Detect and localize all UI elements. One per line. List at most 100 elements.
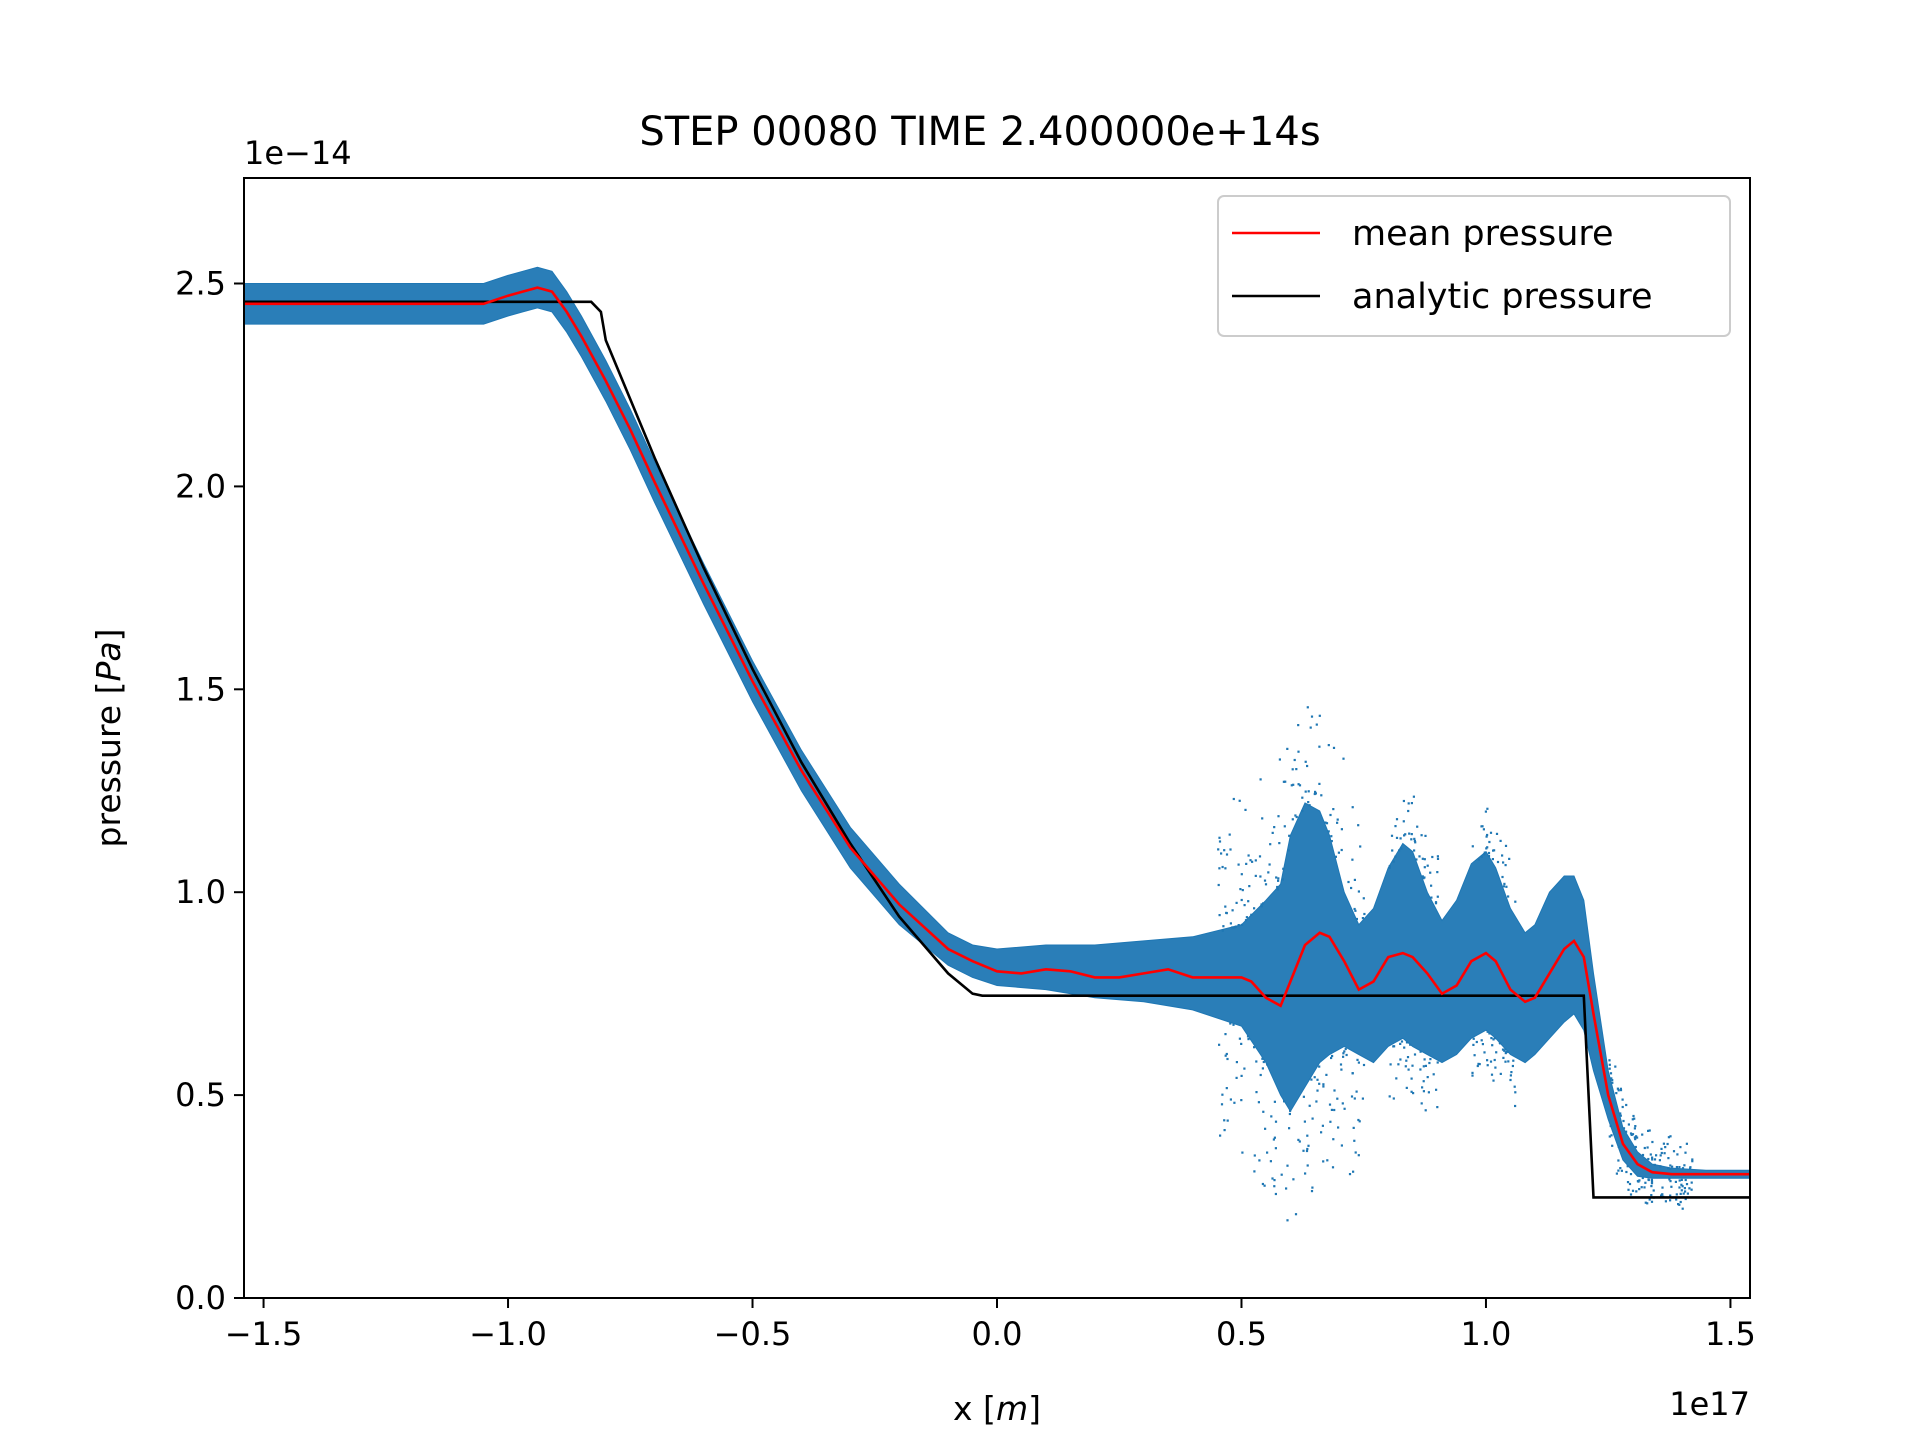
scatter-point [1650, 1200, 1654, 1203]
scatter-point [1626, 1165, 1629, 1168]
scatter-point [1363, 912, 1366, 916]
scatter-point [1243, 1067, 1246, 1070]
scatter-point [1685, 1183, 1689, 1186]
y-axis: 0.0 0.5 1.0 1.5 2.0 2.5 [175, 265, 244, 1317]
x-tick-label: −1.5 [225, 1315, 303, 1353]
scatter-point [1680, 1189, 1683, 1192]
scatter-point [1336, 818, 1339, 821]
scatter-point [1421, 1086, 1424, 1089]
scatter-point [1326, 1159, 1329, 1162]
scatter-point [1298, 1140, 1301, 1143]
scatter-point [1297, 750, 1300, 753]
legend-label-analytic-pressure: analytic pressure [1352, 277, 1653, 317]
scatter-point [1644, 1201, 1647, 1204]
scatter-point [1413, 839, 1416, 842]
scatter-point [1388, 865, 1391, 868]
scatter-point [1487, 851, 1491, 855]
scatter-point [1235, 901, 1238, 904]
scatter-point [1679, 1192, 1682, 1195]
scatter-point [1329, 1120, 1332, 1123]
scatter-point [1487, 854, 1491, 858]
scatter-point [1273, 1185, 1276, 1188]
scatter-point [1488, 1032, 1491, 1035]
scatter-point [1634, 1125, 1637, 1128]
scatter-point [1318, 745, 1321, 748]
scatter-point [1311, 1117, 1314, 1120]
scatter-point [1288, 834, 1291, 837]
scatter-point [1482, 828, 1485, 831]
y-tick-label: 1.0 [175, 873, 226, 911]
scatter-point [1358, 1120, 1361, 1123]
scatter-point [1240, 873, 1243, 876]
scatter-point [1664, 1146, 1667, 1149]
scatter-point [1608, 1059, 1611, 1062]
scatter-point [1225, 911, 1228, 914]
scatter-point [1659, 1165, 1662, 1168]
scatter-point [1283, 1100, 1286, 1103]
scatter-point [1304, 1172, 1307, 1175]
scatter-point [1225, 853, 1229, 856]
scatter-point [1286, 747, 1289, 750]
scatter-point [1678, 1203, 1681, 1206]
scatter-point [1690, 1181, 1693, 1184]
scatter-point [1502, 885, 1506, 888]
scatter-point [1229, 922, 1232, 925]
scatter-point [1486, 1064, 1489, 1067]
scatter-point [1357, 1118, 1360, 1122]
scatter-point [1617, 1089, 1620, 1092]
scatter-point [1240, 1074, 1243, 1077]
scatter-point [1229, 1022, 1232, 1025]
scatter-point [1260, 905, 1263, 908]
scatter-point [1471, 1071, 1474, 1074]
scatter-point [1412, 795, 1415, 798]
scatter-point [1253, 1154, 1256, 1157]
scatter-point [1254, 874, 1257, 877]
scatter-point [1388, 1095, 1391, 1098]
scatter-point [1422, 1090, 1425, 1093]
scatter-point [1314, 792, 1317, 795]
scatter-point [1477, 1062, 1480, 1065]
scatter-point [1501, 1048, 1505, 1051]
scatter-point [1310, 1190, 1314, 1193]
scatter-point [1297, 724, 1300, 727]
scatter-point [1404, 1065, 1407, 1068]
scatter-point [1413, 849, 1416, 852]
scatter-point [1495, 1051, 1498, 1054]
scatter-point [1292, 1178, 1295, 1181]
scatter-point [1238, 799, 1241, 802]
scatter-point [1264, 1127, 1267, 1130]
scatter-point [1354, 909, 1357, 912]
scatter-point [1352, 1126, 1355, 1129]
scatter-point [1357, 1154, 1360, 1157]
scatter-point [1495, 832, 1499, 835]
scatter-point [1395, 818, 1399, 821]
scatter-point [1217, 848, 1220, 851]
scatter-point [1228, 833, 1231, 836]
scatter-point [1333, 1089, 1336, 1092]
scatter-point [1617, 1145, 1620, 1148]
scatter-point [1650, 1194, 1653, 1197]
scatter-point [1226, 1057, 1229, 1061]
y-axis-label-end: ] [89, 629, 128, 642]
scatter-point [1514, 1091, 1517, 1094]
scatter-point [1504, 1048, 1507, 1051]
scatter-band [244, 266, 1750, 1179]
scatter-point [1222, 925, 1225, 928]
scatter-point [1310, 1078, 1313, 1081]
scatter-point [1240, 898, 1243, 902]
scatter-point [1334, 855, 1337, 858]
scatter-point [1634, 1145, 1637, 1149]
scatter-point [1264, 883, 1268, 886]
scatter-point [1284, 780, 1287, 783]
scatter-point [1616, 1087, 1619, 1090]
scatter-point [1297, 1138, 1300, 1141]
scatter-point [1291, 768, 1294, 771]
scatter-point [1625, 1103, 1628, 1107]
scatter-point [1322, 1083, 1325, 1086]
scatter-point [1676, 1153, 1679, 1156]
scatter-point [1660, 1193, 1664, 1196]
scatter-point [1499, 1072, 1502, 1075]
scatter-point [1410, 1090, 1413, 1093]
scatter-point [1327, 744, 1330, 747]
scatter-point [1419, 1068, 1422, 1071]
